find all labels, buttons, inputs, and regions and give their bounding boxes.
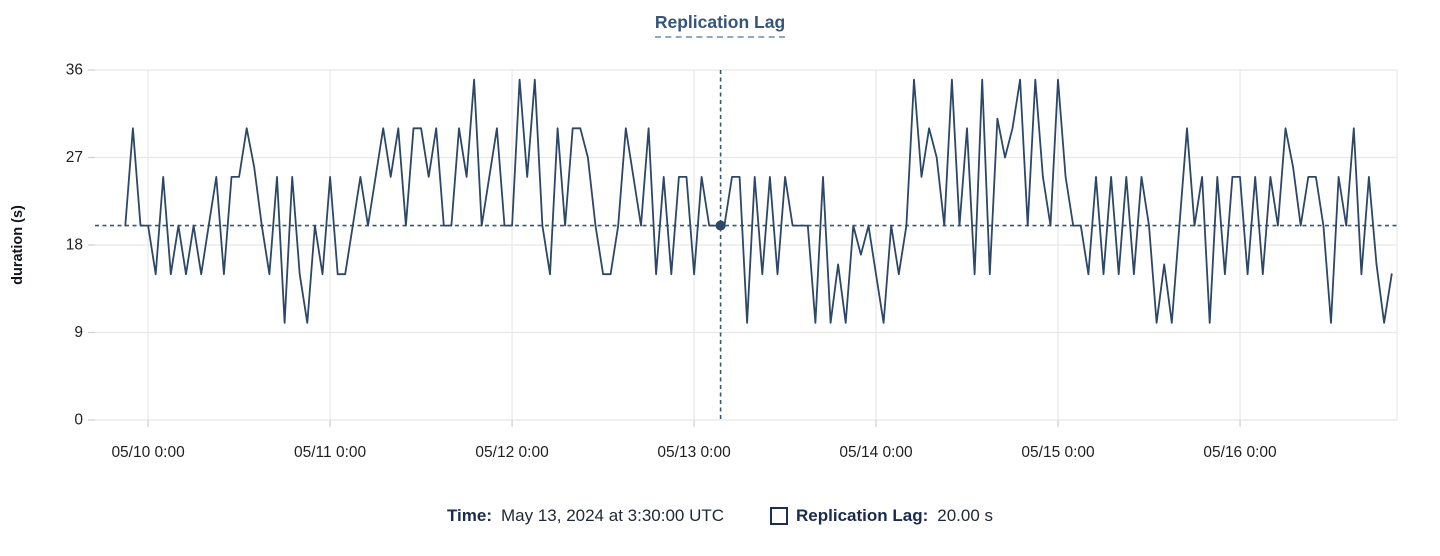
y-tick-label: 36 [66,62,83,79]
x-tick-label: 05/14 0:00 [839,444,913,461]
time-value: May 13, 2024 at 3:30:00 UTC [501,506,725,525]
crosshair-dot[interactable] [715,220,726,231]
series-swatch-icon[interactable] [770,507,789,525]
series-line-replication-lag[interactable] [124,78,1393,324]
y-tick-label: 18 [66,237,83,254]
chart-title-wrap: Replication Lag [0,12,1440,38]
y-tick-label: 27 [66,149,83,166]
series-legend-item[interactable]: Replication Lag: 20.00 s [770,506,993,526]
y-tick-label: 0 [74,412,83,429]
chart-footer-legend: Time: May 13, 2024 at 3:30:00 UTC Replic… [0,506,1440,526]
y-tick-label: 9 [74,324,83,341]
chart-title[interactable]: Replication Lag [654,12,786,38]
time-label: Time: [446,506,492,525]
series-label: Replication Lag: [796,506,929,525]
x-tick-label: 05/16 0:00 [1203,444,1277,461]
series-value: 20.00 s [937,506,994,525]
x-tick-label: 05/11 0:00 [294,444,366,461]
replication-lag-chart[interactable]: 0 9 18 27 36 05/10 0:00 05/11 0:00 05/12 0:00 05… [0,0,1440,500]
crosshair-time-readout: Time: May 13, 2024 at 3:30:00 UTC [447,506,724,526]
x-tick-label: 05/15 0:00 [1021,444,1095,461]
x-tick-label: 05/10 0:00 [111,444,185,461]
x-tick-label: 05/12 0:00 [475,444,549,461]
x-tick-label: 05/13 0:00 [657,444,731,461]
